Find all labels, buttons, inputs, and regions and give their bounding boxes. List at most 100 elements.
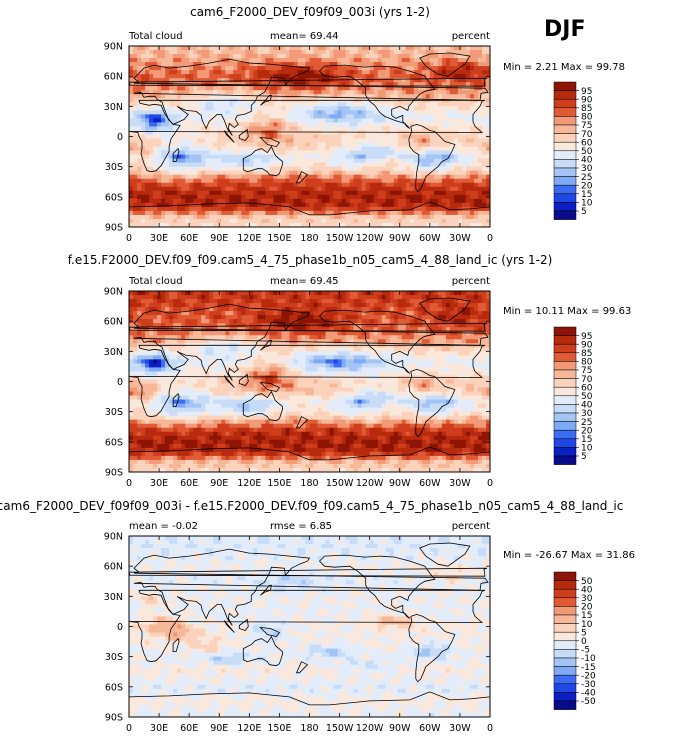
data-cell: [309, 110, 315, 115]
data-cell: [405, 62, 411, 67]
data-cell: [413, 162, 419, 168]
colorbar-swatch: [553, 124, 577, 134]
data-cell: [181, 90, 186, 95]
data-cell: [185, 210, 190, 216]
data-cell: [461, 162, 467, 168]
data-cell: [261, 210, 266, 216]
data-cell: [325, 162, 331, 168]
data-cell: [417, 295, 423, 300]
data-cell: [377, 166, 383, 172]
data-cell: [361, 110, 367, 115]
data-cell: [185, 118, 190, 124]
data-cell: [433, 222, 439, 227]
data-cell: [249, 86, 254, 91]
data-cell: [401, 74, 407, 79]
data-cell: [325, 62, 331, 67]
data-cell: [353, 130, 359, 136]
data-cell: [197, 198, 202, 204]
data-cell: [369, 58, 375, 63]
data-cell: [153, 311, 158, 316]
data-cell: [141, 62, 146, 67]
data-cell: [205, 222, 210, 227]
data-cell: [217, 170, 222, 176]
data-cell: [269, 110, 274, 115]
data-cell: [257, 46, 262, 51]
data-cell: [221, 130, 226, 136]
data-cell: [417, 194, 423, 200]
data-cell: [441, 210, 447, 216]
data-cell: [193, 118, 198, 124]
data-cell: [177, 66, 182, 71]
data-cell: [161, 86, 166, 91]
data-cell: [265, 291, 270, 296]
data-cell: [425, 126, 431, 132]
data-cell: [233, 66, 238, 71]
data-cell: [145, 66, 150, 71]
data-cell: [469, 106, 475, 111]
data-cell: [197, 142, 202, 148]
data-cell: [193, 158, 198, 164]
data-cell: [325, 54, 331, 59]
data-cell: [149, 142, 154, 148]
data-cell: [285, 315, 291, 320]
data-cell: [233, 50, 238, 55]
data-cell: [417, 66, 423, 71]
data-cell: [277, 134, 283, 140]
data-cell: [165, 138, 170, 144]
data-cell: [149, 126, 154, 132]
data-cell: [441, 190, 447, 196]
data-cell: [385, 307, 391, 312]
data-cell: [153, 106, 158, 111]
data-cell: [145, 307, 150, 312]
data-cell: [149, 307, 154, 312]
data-cell: [229, 62, 234, 67]
data-cell: [377, 218, 383, 224]
data-cell: [337, 50, 343, 55]
data-cell: [417, 118, 423, 124]
data-cell: [165, 134, 170, 140]
data-cell: [293, 154, 299, 160]
data-cell: [233, 114, 238, 119]
data-cell: [197, 126, 202, 132]
data-cell: [185, 102, 190, 107]
data-cell: [237, 126, 242, 132]
data-cell: [293, 86, 299, 91]
data-cell: [485, 102, 490, 107]
data-cell: [141, 190, 146, 196]
data-cell: [173, 319, 178, 324]
data-cell: [337, 66, 343, 71]
data-cell: [169, 78, 174, 83]
data-cell: [129, 66, 134, 71]
data-cell: [249, 295, 254, 300]
data-cell: [329, 46, 335, 51]
data-cell: [225, 218, 230, 224]
data-cell: [309, 150, 315, 156]
data-cell: [449, 70, 455, 75]
data-cell: [165, 94, 170, 99]
data-cell: [285, 146, 291, 152]
data-cell: [397, 50, 403, 55]
data-cell: [185, 62, 190, 67]
data-cell: [337, 214, 343, 220]
data-cell: [385, 58, 391, 63]
data-cell: [445, 94, 451, 99]
data-cell: [245, 122, 250, 128]
data-cell: [485, 138, 490, 144]
data-cell: [177, 162, 182, 168]
data-cell: [157, 194, 162, 200]
data-cell: [317, 70, 323, 75]
data-cell: [241, 62, 246, 67]
data-cell: [153, 130, 158, 136]
data-cell: [301, 86, 307, 91]
data-cell: [277, 126, 283, 132]
data-cell: [485, 158, 490, 164]
data-cell: [429, 46, 435, 51]
data-cell: [349, 206, 355, 212]
data-cell: [169, 62, 174, 67]
data-cell: [433, 106, 439, 111]
data-cell: [261, 295, 266, 300]
colorbar-swatch: [553, 176, 577, 186]
data-cell: [133, 158, 138, 164]
data-cell: [465, 218, 471, 224]
data-cell: [297, 54, 303, 59]
